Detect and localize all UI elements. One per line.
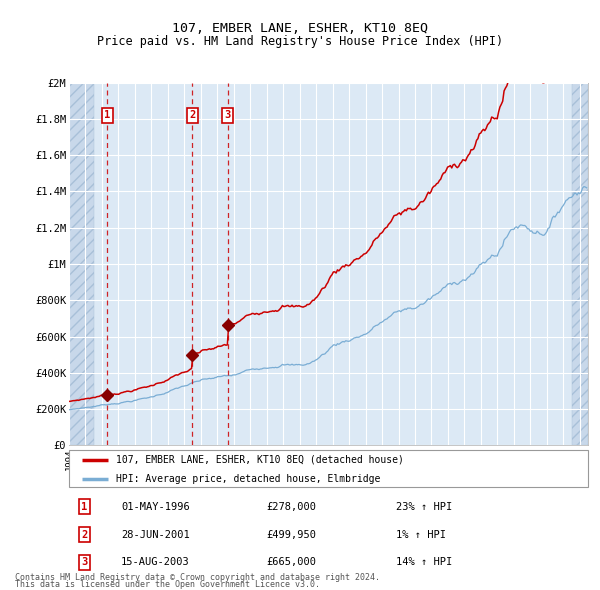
Text: 107, EMBER LANE, ESHER, KT10 8EQ (detached house): 107, EMBER LANE, ESHER, KT10 8EQ (detach… [116, 455, 404, 465]
Text: 01-MAY-1996: 01-MAY-1996 [121, 502, 190, 512]
Text: HPI: Average price, detached house, Elmbridge: HPI: Average price, detached house, Elmb… [116, 474, 380, 484]
Text: 3: 3 [82, 558, 88, 568]
Text: This data is licensed under the Open Government Licence v3.0.: This data is licensed under the Open Gov… [15, 580, 320, 589]
Text: 14% ↑ HPI: 14% ↑ HPI [396, 558, 452, 568]
Text: £278,000: £278,000 [266, 502, 316, 512]
Text: 28-JUN-2001: 28-JUN-2001 [121, 530, 190, 539]
Text: 107, EMBER LANE, ESHER, KT10 8EQ: 107, EMBER LANE, ESHER, KT10 8EQ [172, 22, 428, 35]
Text: 2: 2 [189, 110, 196, 120]
Text: 1: 1 [82, 502, 88, 512]
Bar [572, 83, 588, 445]
Text: 23% ↑ HPI: 23% ↑ HPI [396, 502, 452, 512]
FancyBboxPatch shape [69, 450, 588, 487]
Text: 1% ↑ HPI: 1% ↑ HPI [396, 530, 446, 539]
Text: £665,000: £665,000 [266, 558, 316, 568]
Text: Price paid vs. HM Land Registry's House Price Index (HPI): Price paid vs. HM Land Registry's House … [97, 35, 503, 48]
Text: 15-AUG-2003: 15-AUG-2003 [121, 558, 190, 568]
Text: 2: 2 [82, 530, 88, 539]
Text: 3: 3 [224, 110, 230, 120]
Text: 1: 1 [104, 110, 110, 120]
Text: £499,950: £499,950 [266, 530, 316, 539]
Bar [69, 83, 94, 445]
Text: Contains HM Land Registry data © Crown copyright and database right 2024.: Contains HM Land Registry data © Crown c… [15, 573, 380, 582]
